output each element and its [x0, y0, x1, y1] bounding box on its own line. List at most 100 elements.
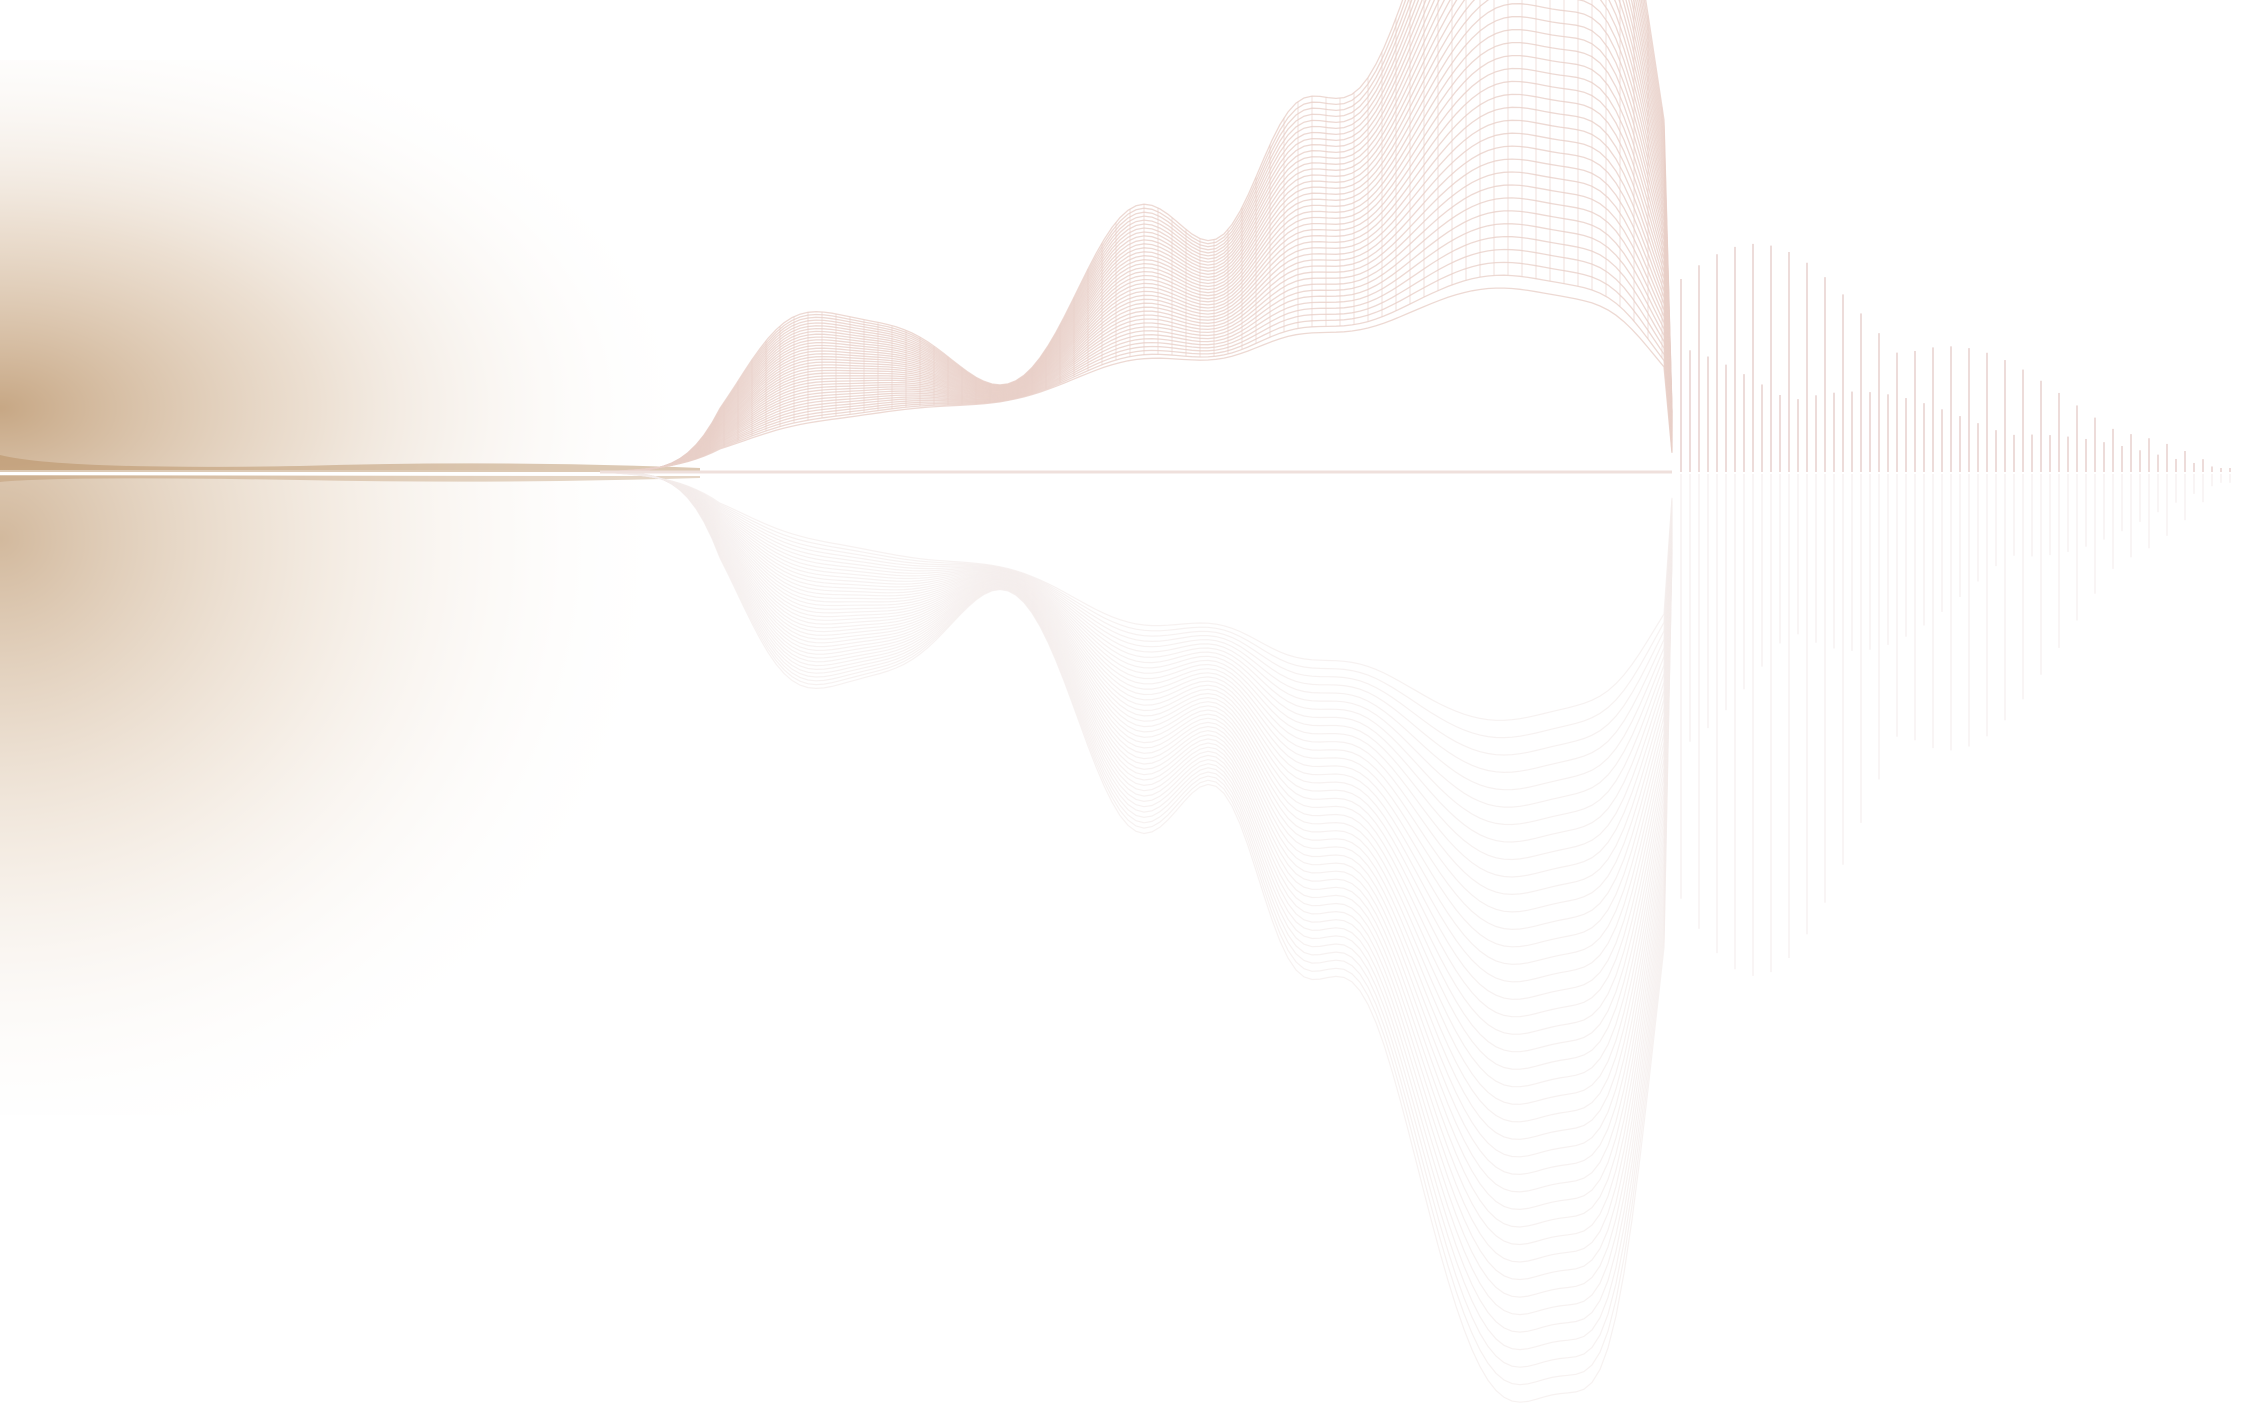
reflection-row	[599, 471, 1673, 861]
bar	[1734, 246, 1736, 472]
bar	[2130, 434, 2132, 472]
vertical-bars	[1680, 243, 2231, 976]
bar-reflection	[1878, 474, 1880, 780]
bar-reflection	[1887, 474, 1889, 645]
bar	[2058, 392, 2060, 472]
bar	[1806, 262, 1808, 472]
bar	[2013, 434, 2015, 472]
reflection-row	[599, 471, 1673, 1403]
bar	[1698, 265, 1700, 472]
bar-reflection	[1959, 474, 1961, 597]
bar-reflection	[1905, 474, 1907, 637]
mesh-row	[599, 287, 1673, 473]
reflection-row	[599, 471, 1673, 1088]
reflection-row	[599, 471, 1673, 913]
reflection-row	[599, 471, 1673, 948]
bar-reflection	[2229, 474, 2231, 483]
bar-reflection	[2112, 474, 2114, 569]
haze-upper	[0, 60, 700, 470]
bar	[2067, 436, 2069, 472]
bar	[1860, 313, 1862, 472]
bar	[1824, 277, 1826, 472]
bar-reflection	[2040, 474, 2042, 675]
bar	[1887, 394, 1889, 472]
bar-reflection	[2103, 474, 2105, 540]
bar-reflection	[1806, 474, 1808, 935]
reflection-row	[599, 471, 1673, 721]
bar-reflection	[2094, 474, 2096, 594]
mesh-row	[599, 261, 1673, 473]
bar-reflection	[2121, 474, 2123, 532]
bar	[1905, 398, 1907, 472]
bar-reflection	[1797, 474, 1799, 635]
horizon-reflection	[0, 476, 700, 482]
bar	[1932, 347, 1934, 472]
reflection-row	[599, 471, 1673, 896]
bar-reflection	[1995, 474, 1997, 567]
bar-reflection	[1842, 474, 1844, 865]
reflection-row	[599, 471, 1673, 1246]
bar-reflection	[1914, 474, 1916, 741]
bar-reflection	[2067, 474, 2069, 552]
bar	[2004, 360, 2006, 472]
bar	[2076, 405, 2078, 472]
bar	[1851, 391, 1853, 472]
mesh-row	[599, 0, 1673, 473]
bar	[1878, 333, 1880, 472]
bar-reflection	[2049, 474, 2051, 556]
bar-reflection	[2004, 474, 2006, 721]
bar-reflection	[1734, 474, 1736, 970]
bar-reflection	[2202, 474, 2204, 503]
mesh-row	[599, 0, 1673, 473]
reflection-row	[599, 471, 1673, 1351]
bar-reflection	[2085, 474, 2087, 547]
bar-reflection	[2211, 474, 2213, 487]
reflection-row	[599, 471, 1673, 791]
bar-reflection	[1788, 474, 1790, 958]
bar-reflection	[1698, 474, 1700, 929]
bar	[2112, 428, 2114, 472]
bar	[2049, 435, 2051, 472]
bar	[2157, 454, 2159, 472]
bar-reflection	[2139, 474, 2141, 522]
bar	[2184, 451, 2186, 472]
bar-reflection	[1923, 474, 1925, 626]
bar	[2202, 459, 2204, 472]
bar	[1941, 409, 1943, 472]
reflection-row	[599, 471, 1673, 1035]
bar	[1815, 395, 1817, 472]
bar	[1986, 352, 1988, 472]
reflection-row	[599, 471, 1673, 1000]
bar	[1797, 399, 1799, 472]
bar	[2085, 438, 2087, 472]
mesh-row	[599, 0, 1673, 473]
bar	[2094, 417, 2096, 472]
bar-reflection	[1689, 474, 1691, 742]
mesh-row	[599, 3, 1673, 473]
reflection-row	[599, 471, 1673, 878]
bar-reflection	[2148, 474, 2150, 549]
bar	[1959, 416, 1961, 472]
reflection-row	[599, 471, 1673, 965]
bar	[2103, 442, 2105, 472]
mesh-row	[599, 41, 1673, 473]
mesh-row	[599, 0, 1673, 473]
reflection-row	[599, 471, 1673, 1228]
bar	[2022, 369, 2024, 472]
reflection-row	[599, 471, 1673, 1211]
bar-reflection	[1977, 474, 1979, 582]
bar	[1995, 430, 1997, 472]
mesh-row	[599, 0, 1673, 473]
bar	[1743, 374, 1745, 472]
bar-reflection	[2022, 474, 2024, 700]
bar-reflection	[1779, 474, 1781, 644]
mesh-row	[600, 0, 1673, 473]
bar-reflection	[2166, 474, 2168, 536]
reflection-row	[599, 471, 1673, 1193]
bar	[1770, 245, 1772, 472]
mesh-row	[599, 0, 1673, 473]
bar	[1833, 392, 1835, 472]
bar-reflection	[1761, 474, 1763, 667]
mesh-row	[599, 106, 1673, 473]
